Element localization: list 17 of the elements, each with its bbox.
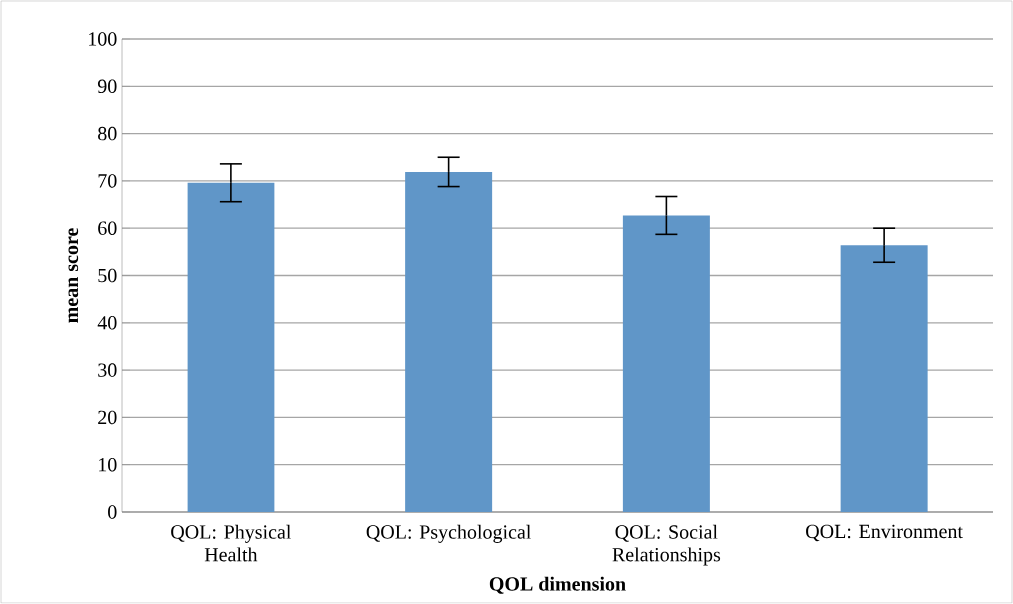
x-tick-label: QOL: Social Relationships [612,524,721,566]
y-tick-label: 70 [98,174,117,188]
y-tick-label: 100 [89,32,117,46]
y-tick-label: 40 [97,316,117,330]
y-tick-label: 10 [99,457,117,472]
y-tick-label: 0 [108,505,117,519]
x-tick-label: QOL: Psychological [366,524,531,543]
x-axis-title: QOL dimension [489,576,626,594]
y-tick-label: 60 [98,221,117,235]
y-tick-label: 30 [98,363,117,377]
x-tick-label: QOL: Environment [806,524,963,542]
x-tick-label: QOL: Physical Health [171,524,292,562]
y-tick-label: 50 [98,268,117,283]
y-tick-label: 80 [98,126,117,141]
y-tick-label: 20 [98,410,117,425]
y-axis-title: mean score [68,228,79,323]
y-tick-label: 90 [97,79,117,94]
